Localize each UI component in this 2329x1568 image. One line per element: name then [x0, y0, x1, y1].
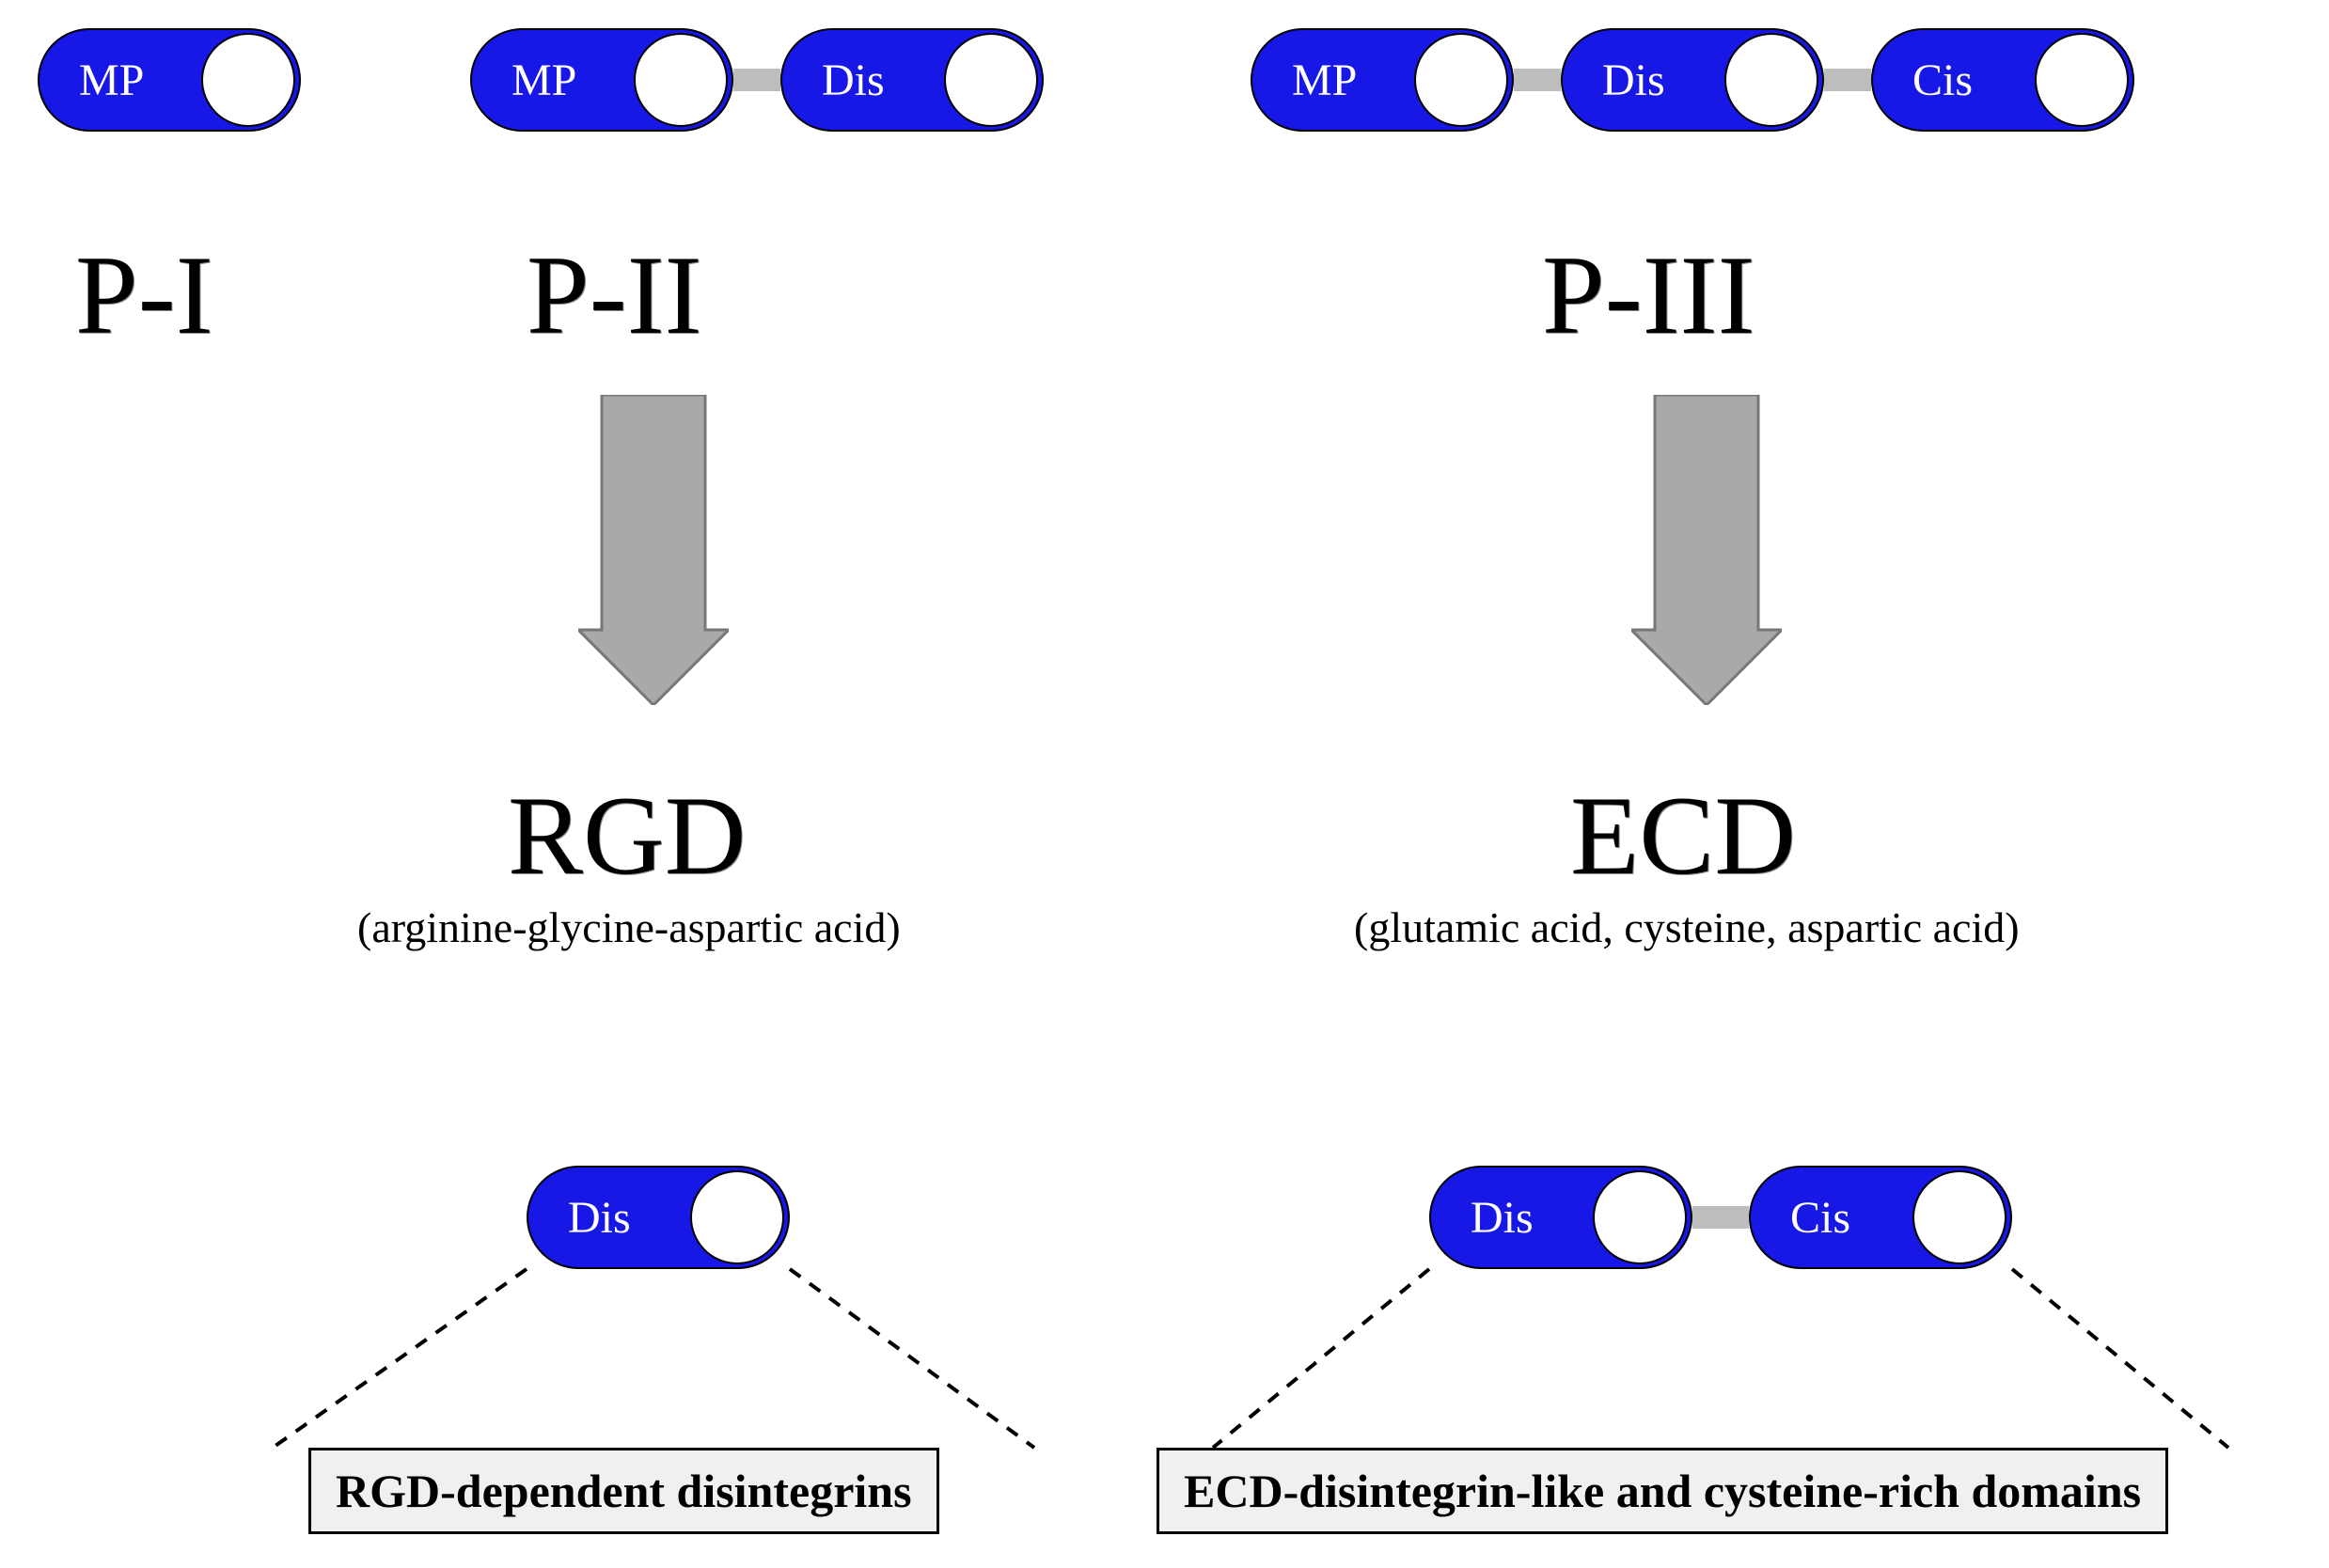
class-label: P-III [1542, 230, 1755, 360]
domain-pill-circle [1593, 1170, 1687, 1264]
domain-pill-dis: Dis [1561, 28, 1824, 132]
domain-pill-label: Dis [1431, 1168, 1534, 1267]
domain-pill-mp: MP [38, 28, 301, 132]
domain-pill-label: Dis [782, 30, 885, 130]
domain-pill-cis: Cis [1871, 28, 2134, 132]
motif-sublabel: (arginine-glycine-aspartic acid) [357, 902, 901, 952]
result-box-label: ECD-disintegrin-like and cysteine-rich d… [1157, 1448, 2168, 1534]
domain-pill-label: MP [1252, 30, 1357, 130]
domain-pill-label: Dis [1563, 30, 1665, 130]
down-arrow-icon [1631, 395, 1782, 705]
domain-pill-label: MP [472, 30, 576, 130]
result-box-label: RGD-dependent disintegrins [308, 1448, 939, 1534]
motif-sublabel: (glutamic acid, cysteine, aspartic acid) [1354, 902, 2020, 952]
domain-connector [1514, 69, 1561, 91]
domain-pill-dis: Dis [780, 28, 1044, 132]
diagram-stage: MP MP Dis MP Dis Cis P-I P-II P-III RGD(arginine-… [0, 0, 2329, 1568]
domain-pill-circle [1912, 1170, 2006, 1264]
domain-pill-circle [1724, 33, 1818, 127]
domain-pill-circle [201, 33, 295, 127]
domain-pill-dis: Dis [1429, 1166, 1692, 1269]
class-label: P-I [75, 230, 213, 360]
domain-pill-dis: Dis [527, 1166, 790, 1269]
domain-pill-label: Cis [1751, 1168, 1850, 1267]
class-label: P-II [527, 230, 702, 360]
domain-pill-circle [944, 33, 1038, 127]
domain-pill-mp: MP [470, 28, 733, 132]
motif-label: RGD [508, 771, 746, 901]
domain-pill-label: Cis [1873, 30, 1973, 130]
domain-connector [733, 69, 780, 91]
domain-pill-cis: Cis [1749, 1166, 2012, 1269]
dash-lines [0, 0, 2329, 1568]
down-arrow-icon [578, 395, 729, 705]
domain-pill-circle [2035, 33, 2129, 127]
domain-pill-circle [1414, 33, 1508, 127]
domain-pill-label: MP [39, 30, 144, 130]
domain-pill-circle [634, 33, 728, 127]
dash-lines [0, 0, 2329, 1568]
domain-connector [1824, 69, 1871, 91]
domain-pill-mp: MP [1251, 28, 1514, 132]
domain-connector [1692, 1206, 1749, 1229]
domain-pill-label: Dis [528, 1168, 631, 1267]
domain-pill-circle [690, 1170, 784, 1264]
motif-label: ECD [1570, 771, 1796, 901]
